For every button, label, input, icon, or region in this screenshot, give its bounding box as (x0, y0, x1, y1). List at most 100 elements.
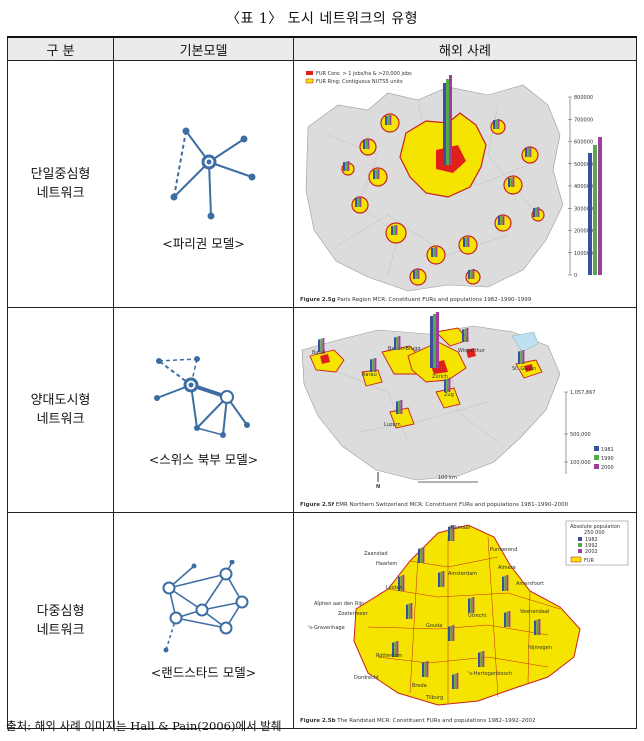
place-label: Zoetermeer (338, 611, 369, 617)
population-bar (533, 208, 535, 217)
population-bar (400, 400, 403, 414)
place-label: Gouda (426, 623, 442, 629)
population-bar (493, 120, 495, 129)
paris-scale-ticks: 800000 700000 600000 500000 400000 300000 2000… (568, 95, 593, 279)
network-types-table: 구 분 기본모델 해외 사례 단일중심형 네트워크 (7, 36, 637, 729)
switzerland-legend: 1981 1990 2000 (594, 446, 614, 471)
place-label: Veenendaal (520, 609, 549, 615)
place-label: Luzern (384, 422, 401, 428)
place-label: Rotterdam (376, 653, 403, 659)
randstad-figure-caption: Figure 2.5b The Randstad MCR: Constituen… (300, 718, 536, 724)
randstad-legend-value: 250 000 (584, 530, 605, 536)
type-cell: 단일중심형 네트워크 (7, 60, 114, 308)
source-note: 출처: 해외 사례 이미지는 Hall & Pain(2006)에서 발췌 (6, 719, 282, 733)
population-bar (498, 216, 500, 225)
model-label: <파리권 모델> (162, 235, 245, 251)
population-bar (398, 400, 401, 414)
population-bar (367, 139, 370, 149)
example-map-cell: FUR Core: > 1 jobs/ha & >20,000 jobs FUR… (293, 60, 637, 308)
place-label: Baden-Brugg (388, 346, 421, 352)
distance-scale: 100 km (438, 475, 457, 481)
scale-tick-label: 800000 (574, 95, 593, 101)
type-name-line1: 다중심형 (36, 603, 85, 619)
population-bar (508, 178, 510, 187)
population-bar (506, 611, 509, 627)
legend-year: 1990 (601, 456, 614, 462)
place-label: Basel (312, 350, 326, 356)
type-name-line1: 단일중심형 (30, 167, 91, 182)
scale-tick-label: 100000 (574, 251, 593, 257)
place-label: Breda (412, 683, 427, 689)
population-bar (472, 269, 475, 279)
population-bar (392, 642, 394, 657)
population-bar (402, 575, 405, 591)
population-bar (406, 604, 408, 619)
population-bar (422, 547, 425, 563)
population-bar (396, 641, 399, 657)
population-bar (435, 247, 438, 257)
population-bar (413, 270, 415, 279)
scale-tick-label: 300000 (574, 206, 593, 212)
place-label: 's-Gravenhage (308, 625, 345, 631)
paris-center-bars (443, 75, 452, 165)
place-label: Almere (498, 565, 516, 571)
place-label: Winterthur (458, 348, 486, 354)
population-bar (372, 358, 375, 372)
population-bar (408, 603, 411, 619)
population-bar (462, 329, 464, 342)
scale-tick-label: 500000 (574, 162, 593, 168)
population-bar (448, 626, 450, 641)
population-bar (444, 379, 446, 392)
randstad-map: Alkmaar Purmerend Haarlem Zaanstad Amsterdam… (298, 517, 632, 724)
population-bar (343, 162, 345, 171)
table-row: 다중심형 네트워크 (7, 512, 637, 729)
place-label: Zaanstad (364, 551, 388, 557)
population-bar (522, 350, 525, 364)
population-bar (518, 351, 520, 364)
population-bar (389, 115, 392, 125)
population-bar (394, 337, 396, 350)
population-bar (448, 526, 450, 541)
scale-tick-label: 100,000 (570, 460, 591, 466)
legend-year: 2002 (585, 549, 598, 555)
paris-figure-caption: Figure 2.5g Paris Region MCR: Constituen… (300, 297, 532, 303)
paris-region-map: FUR Core: > 1 jobs/ha & >20,000 jobs FUR… (298, 65, 632, 303)
population-bar (415, 269, 418, 279)
place-label: Amersfoort (516, 581, 544, 587)
population-bar (537, 207, 540, 217)
population-bar (359, 197, 362, 207)
population-bar (464, 328, 467, 342)
north-arrow: N (376, 484, 380, 490)
place-label: Zug (444, 392, 454, 398)
scale-tick-label: 400000 (574, 184, 593, 190)
population-bar (410, 603, 413, 619)
legend-year: 1992 (585, 543, 598, 549)
place-label: Zürich (432, 374, 448, 380)
type-name-line2: 네트워크 (36, 622, 85, 638)
population-bar (431, 248, 433, 257)
population-bar (536, 619, 539, 635)
population-bar (478, 652, 480, 667)
population-bar (446, 378, 449, 392)
table-row: 양대도시형 네트워크 (7, 307, 637, 513)
header-type: 구 분 (7, 36, 114, 61)
population-bar (495, 119, 498, 129)
population-bar (365, 139, 368, 149)
population-bar (452, 525, 455, 541)
population-bar (357, 197, 360, 207)
zurich-bars (430, 312, 439, 368)
population-bar (497, 119, 500, 129)
population-bar (363, 140, 365, 149)
population-bar (393, 225, 396, 235)
randstad-place-labels: Alkmaar Purmerend Haarlem Zaanstad Amsterdam… (308, 525, 552, 701)
place-label: Purmerend (490, 547, 517, 553)
scale-tick-label: 0 (574, 273, 577, 279)
population-bar (438, 572, 440, 587)
place-label: Haarlem (376, 561, 397, 567)
type-name-line1: 양대도시형 (30, 393, 91, 408)
model-cell: <파리권 모델> (113, 60, 294, 308)
population-bar (385, 116, 387, 125)
bipolar-network-diagram (153, 355, 250, 438)
population-bar (370, 359, 372, 372)
